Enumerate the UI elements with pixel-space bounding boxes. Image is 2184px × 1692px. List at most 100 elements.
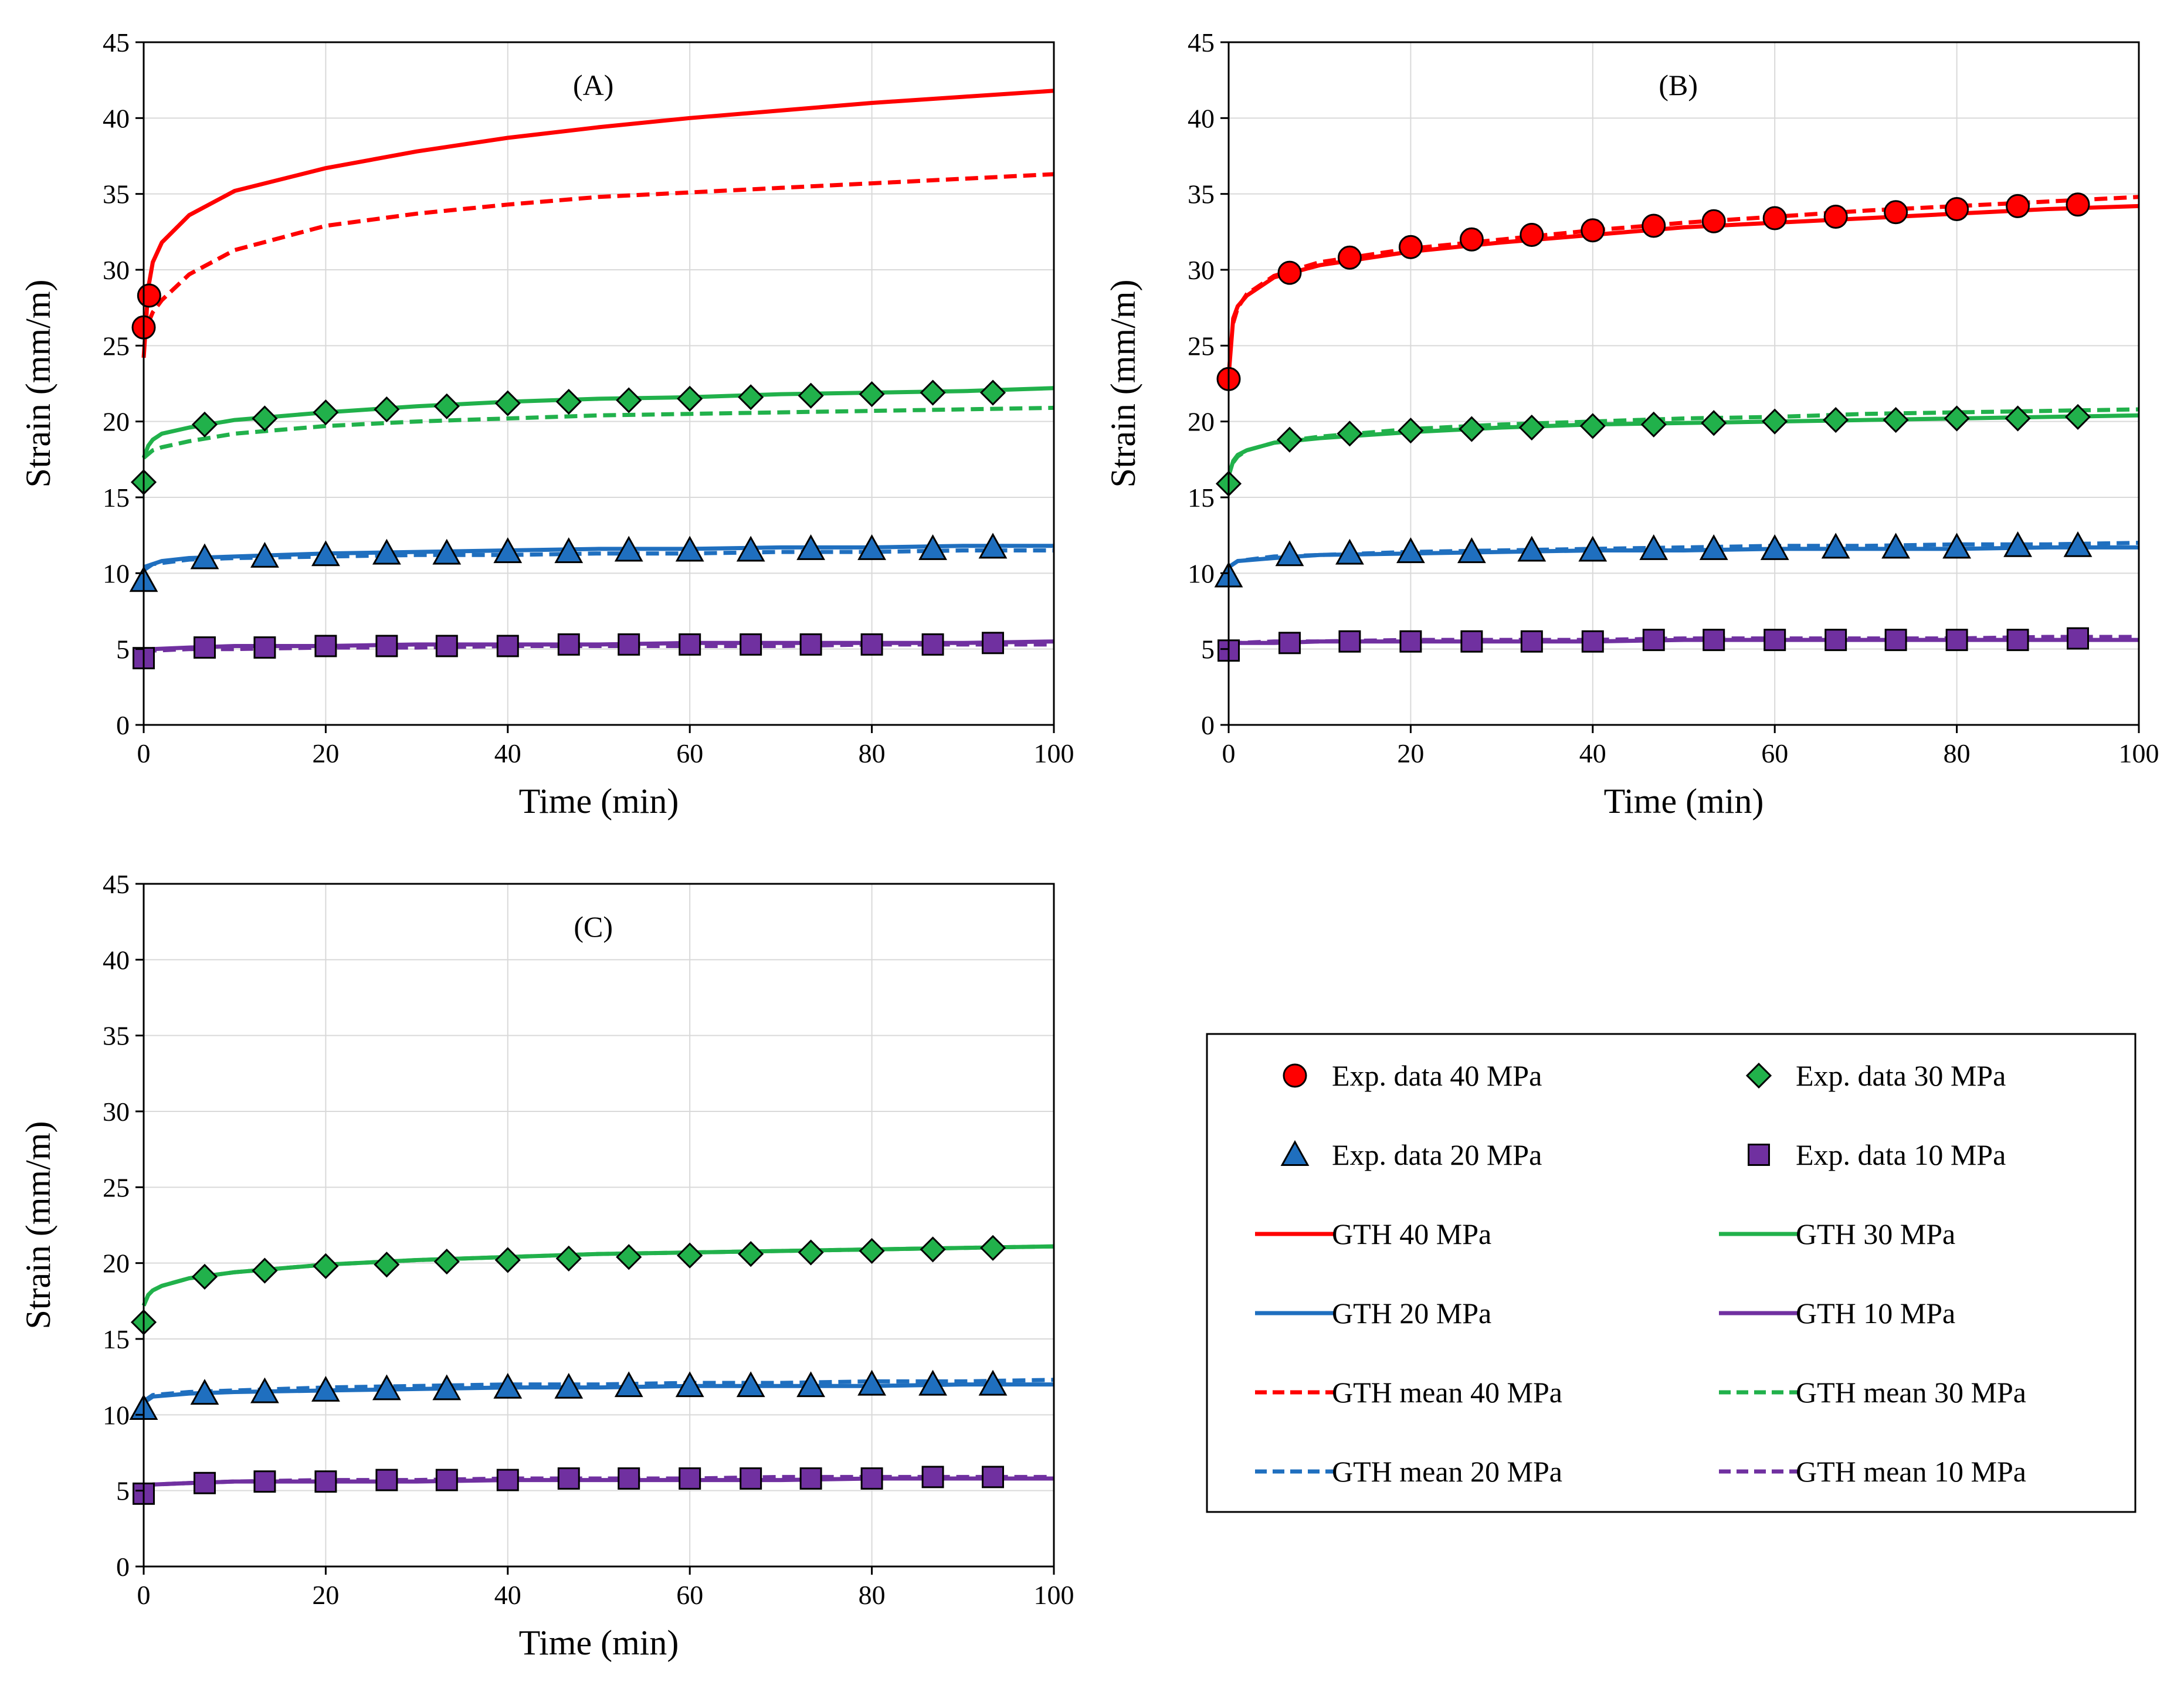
data-point bbox=[555, 1245, 582, 1271]
data-point bbox=[1823, 407, 1849, 433]
data-point bbox=[1520, 630, 1543, 653]
data-point bbox=[1639, 534, 1668, 560]
series-markers-exp-data-10-mpa bbox=[1218, 627, 2089, 662]
series-markers-exp-data-20-mpa bbox=[1214, 531, 2093, 588]
data-point bbox=[1459, 416, 1485, 442]
data-point bbox=[554, 1372, 584, 1399]
data-point bbox=[493, 537, 523, 564]
y-tick-label: 30 bbox=[103, 255, 130, 285]
series-line-gth-40-mpa bbox=[141, 89, 1054, 358]
series-markers-exp-data-30-mpa bbox=[1215, 403, 2091, 497]
data-point bbox=[2003, 531, 2032, 557]
x-tick-label: 80 bbox=[1944, 738, 1971, 768]
data-point bbox=[191, 1263, 218, 1290]
data-point bbox=[435, 635, 458, 657]
data-point bbox=[679, 1467, 701, 1490]
legend-item-gth-40-mpa: GTH 40 MPa bbox=[1255, 1218, 1491, 1250]
legend-marker bbox=[1283, 1063, 1307, 1088]
series-line-gth-30-mpa bbox=[141, 386, 1054, 459]
x-tick-label: 80 bbox=[859, 738, 886, 768]
legend-item-gth-mean-40-mpa: GTH mean 40 MPa bbox=[1255, 1376, 1562, 1409]
data-point bbox=[375, 1469, 398, 1491]
y-tick-label: 5 bbox=[1201, 635, 1215, 664]
data-point bbox=[313, 399, 339, 426]
data-point bbox=[675, 1371, 704, 1398]
data-point bbox=[1640, 411, 1667, 438]
y-tick-label: 45 bbox=[103, 869, 130, 899]
data-point bbox=[618, 633, 640, 656]
legend-marker bbox=[1748, 1144, 1770, 1166]
legend-item-exp-data-10-mpa: Exp. data 10 MPa bbox=[1748, 1138, 2006, 1171]
panel-label: (C) bbox=[574, 910, 613, 943]
data-point bbox=[1520, 223, 1544, 247]
y-tick-label: 10 bbox=[1188, 558, 1215, 588]
data-point bbox=[979, 1235, 1006, 1261]
data-point bbox=[1579, 413, 1606, 439]
y-axis-title: Strain (mm/m) bbox=[19, 280, 57, 488]
data-point bbox=[253, 1470, 276, 1493]
series-line-gth-20-mpa bbox=[143, 544, 1054, 572]
legend-item-gth-20-mpa: GTH 20 MPa bbox=[1255, 1297, 1491, 1330]
legend-label: GTH mean 30 MPa bbox=[1796, 1376, 2026, 1409]
data-point bbox=[860, 1467, 883, 1490]
y-tick-label: 0 bbox=[116, 710, 130, 740]
series-markers-exp-data-20-mpa bbox=[129, 533, 1008, 592]
series-markers-exp-data-10-mpa bbox=[133, 1466, 1004, 1505]
data-point bbox=[557, 1467, 580, 1490]
data-point bbox=[1945, 629, 1968, 652]
data-point bbox=[1338, 630, 1361, 653]
data-point bbox=[859, 1237, 885, 1264]
legend-item-gth-mean-10-mpa: GTH mean 10 MPa bbox=[1719, 1455, 2026, 1488]
data-point bbox=[1883, 407, 1909, 433]
data-point bbox=[618, 1467, 640, 1490]
data-point bbox=[494, 390, 521, 416]
legend-label: GTH 40 MPa bbox=[1332, 1218, 1491, 1250]
legend-item-exp-data-20-mpa: Exp. data 20 MPa bbox=[1280, 1138, 1542, 1171]
series-line-gth-10-mpa bbox=[1228, 638, 2139, 647]
data-point bbox=[314, 635, 337, 657]
y-tick-label: 45 bbox=[1188, 28, 1215, 57]
chart-panel-b: 0 5 10 15 20 25 30 35 40 45 0 20 40 60 80 100 Time (min)… bbox=[1104, 28, 2159, 820]
series-line-gth-mean-40-mpa bbox=[1231, 195, 2139, 324]
y-tick-label: 45 bbox=[103, 28, 130, 57]
data-point bbox=[799, 1467, 822, 1490]
legend-label: GTH mean 40 MPa bbox=[1332, 1376, 1562, 1409]
data-point bbox=[859, 381, 885, 408]
x-tick-label: 20 bbox=[312, 738, 339, 768]
data-point bbox=[799, 633, 822, 656]
data-point bbox=[918, 534, 947, 560]
data-point bbox=[857, 534, 886, 560]
y-tick-label: 5 bbox=[116, 1476, 130, 1506]
data-point bbox=[2005, 405, 2031, 432]
data-point bbox=[675, 535, 704, 562]
data-point bbox=[2006, 629, 2029, 652]
x-tick-label: 40 bbox=[494, 1580, 521, 1610]
data-point bbox=[311, 1376, 340, 1402]
data-point bbox=[435, 1469, 458, 1491]
y-tick-label: 10 bbox=[103, 1400, 130, 1430]
data-point bbox=[190, 1379, 219, 1405]
data-point bbox=[1642, 629, 1665, 652]
data-point bbox=[313, 1253, 339, 1279]
data-point bbox=[677, 385, 703, 412]
data-point bbox=[798, 1239, 824, 1266]
x-tick-label: 100 bbox=[1034, 738, 1074, 768]
legend-marker bbox=[1745, 1062, 1772, 1089]
data-point bbox=[736, 535, 765, 562]
data-point bbox=[1881, 533, 1911, 559]
y-tick-label: 30 bbox=[103, 1097, 130, 1127]
data-point bbox=[314, 1470, 337, 1493]
data-point bbox=[982, 1466, 1004, 1488]
data-point bbox=[1581, 630, 1604, 653]
data-point bbox=[374, 1252, 400, 1278]
data-point bbox=[137, 283, 161, 308]
data-point bbox=[1398, 235, 1423, 259]
legend: Exp. data 40 MPa Exp. data 30 MPa Exp. dat… bbox=[1206, 1033, 2136, 1513]
series-markers-exp-data-40-mpa bbox=[1216, 192, 2090, 391]
data-point bbox=[614, 1371, 643, 1398]
data-point bbox=[918, 1369, 947, 1396]
legend-item-gth-10-mpa: GTH 10 MPa bbox=[1719, 1297, 1955, 1330]
y-tick-label: 0 bbox=[1201, 710, 1215, 740]
data-point bbox=[1945, 197, 1969, 222]
